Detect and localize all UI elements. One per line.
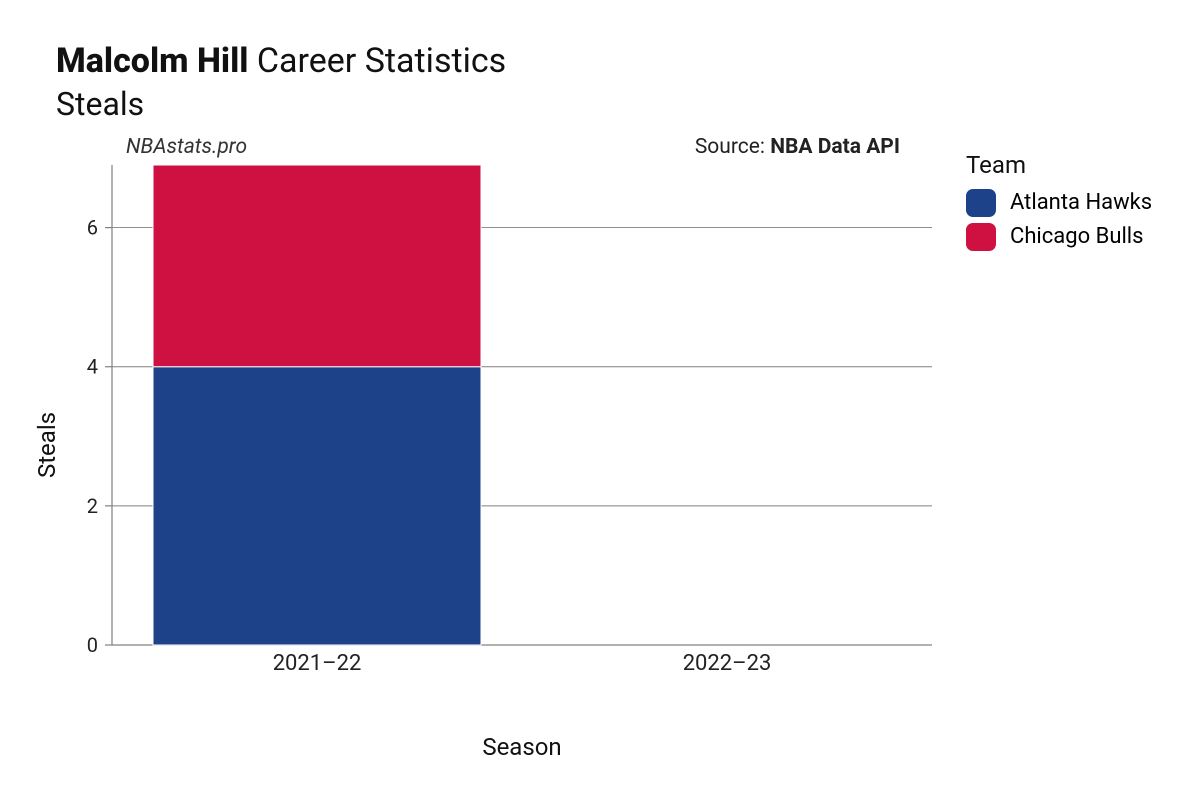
legend-label: Chicago Bulls [1010,224,1144,249]
plot: 0246 [112,165,932,645]
x-tick-row: 2021–22 2022–23 [112,651,932,681]
chart-container: Malcolm Hill Career Statistics Steals NB… [0,0,1200,800]
legend-swatch [966,189,996,217]
source-name: NBA Data API [770,135,900,159]
x-tick-label: 2021–22 [273,651,362,676]
legend-label: Atlanta Hawks [1010,190,1152,215]
site-caption: NBAstats.pro [126,135,247,159]
svg-text:0: 0 [87,633,98,657]
legend-title: Team [966,151,1152,179]
plot-svg: 0246 [112,165,932,645]
legend-item: Atlanta Hawks [966,189,1152,217]
title-rest: Career Statistics [248,41,506,81]
svg-text:2: 2 [87,493,98,517]
svg-text:6: 6 [87,215,98,239]
source-caption: Source: NBA Data API [695,135,900,159]
x-axis-label: Season [112,733,932,761]
legend-items: Atlanta Hawks Chicago Bulls [966,189,1152,251]
source-prefix: Source: [695,135,770,159]
chart-title: Malcolm Hill Career Statistics [56,40,1160,83]
svg-text:4: 4 [87,354,98,378]
y-axis-label: Steals [33,411,61,477]
chart-subtitle: Steals [56,85,1160,123]
x-tick-label: 2022–23 [683,651,772,676]
title-bold: Malcolm Hill [56,41,248,81]
legend-swatch [966,223,996,251]
legend: Team Atlanta Hawks Chicago Bulls [966,151,1152,257]
legend-item: Chicago Bulls [966,223,1152,251]
chart-area: NBAstats.pro Source: NBA Data API Steals… [56,145,1160,745]
title-block: Malcolm Hill Career Statistics Steals [56,40,1160,123]
